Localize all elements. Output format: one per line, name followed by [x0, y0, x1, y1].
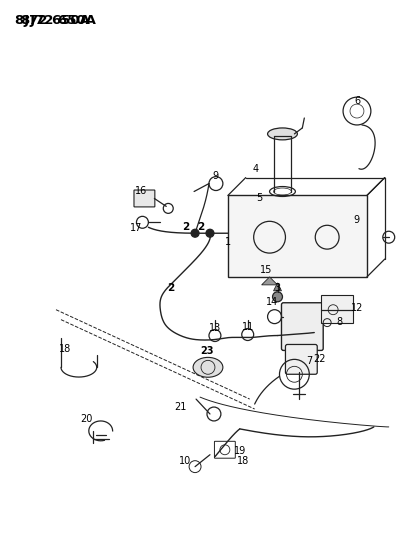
Text: 8J72 650A: 8J72 650A — [21, 14, 96, 27]
Text: 3: 3 — [275, 283, 281, 293]
Polygon shape — [262, 277, 277, 285]
Text: 16: 16 — [135, 185, 148, 196]
FancyBboxPatch shape — [282, 303, 323, 350]
Bar — [321, 295, 353, 322]
Circle shape — [206, 229, 214, 237]
Text: 10: 10 — [179, 456, 191, 466]
FancyBboxPatch shape — [286, 344, 317, 374]
Text: 7: 7 — [306, 357, 312, 366]
FancyBboxPatch shape — [134, 190, 155, 207]
Ellipse shape — [193, 358, 223, 377]
Ellipse shape — [268, 128, 298, 140]
Text: 23: 23 — [200, 346, 214, 357]
Circle shape — [191, 229, 199, 237]
Text: 15: 15 — [261, 265, 273, 275]
Text: 8J72 650A: 8J72 650A — [15, 14, 90, 27]
Text: 18: 18 — [59, 344, 71, 354]
Text: 2: 2 — [197, 222, 205, 232]
Text: 6: 6 — [354, 96, 360, 106]
Polygon shape — [274, 283, 282, 291]
Text: 14: 14 — [266, 297, 279, 307]
Text: 4: 4 — [253, 164, 259, 174]
Text: 2: 2 — [168, 283, 175, 293]
Text: 9: 9 — [213, 171, 219, 181]
Text: 19: 19 — [233, 446, 246, 456]
Text: 20: 20 — [81, 414, 93, 424]
Circle shape — [272, 292, 282, 302]
Text: 8: 8 — [336, 317, 342, 327]
Text: 17: 17 — [130, 223, 143, 233]
Text: 1: 1 — [225, 237, 231, 247]
Text: 2: 2 — [182, 222, 190, 232]
Text: 21: 21 — [174, 402, 186, 412]
Text: 18: 18 — [237, 456, 249, 466]
Text: 22: 22 — [313, 354, 326, 365]
Text: 9: 9 — [353, 215, 359, 225]
Text: 11: 11 — [242, 321, 254, 332]
Text: 5: 5 — [256, 193, 263, 204]
Text: 13: 13 — [209, 322, 221, 333]
Text: 12: 12 — [351, 303, 363, 313]
FancyBboxPatch shape — [215, 441, 235, 458]
Bar — [228, 196, 367, 277]
